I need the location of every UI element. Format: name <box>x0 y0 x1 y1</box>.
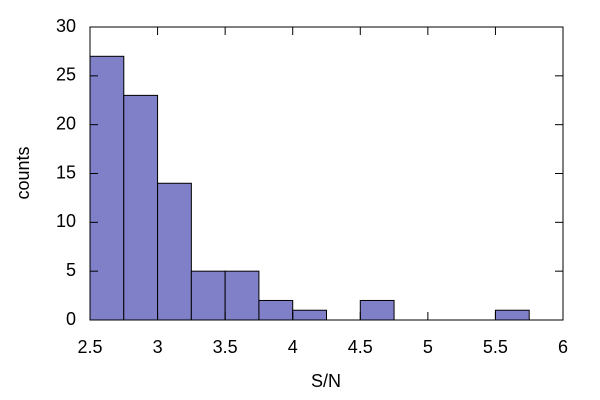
y-axis-label: counts <box>13 146 33 199</box>
bar <box>123 94 159 321</box>
bar <box>190 270 226 321</box>
x-tick-label: 4 <box>288 337 298 357</box>
bar <box>224 270 260 321</box>
x-tick-label: 3.5 <box>213 337 238 357</box>
bar <box>89 55 125 321</box>
y-tick-label: 15 <box>56 162 76 182</box>
x-tick-label: 4.5 <box>348 337 373 357</box>
bar <box>157 182 192 321</box>
y-tick-label: 0 <box>66 309 76 329</box>
x-tick-label: 3 <box>153 337 163 357</box>
x-tick-label: 6 <box>558 337 568 357</box>
bar <box>258 299 294 321</box>
x-tick-label: 5.5 <box>483 337 508 357</box>
bar <box>292 309 328 321</box>
y-tick-label: 20 <box>56 113 76 133</box>
y-tick-label: 30 <box>56 16 76 36</box>
y-tick-label: 25 <box>56 65 76 85</box>
x-tick-label: 5 <box>423 337 433 357</box>
x-axis-label: S/N <box>311 371 341 391</box>
x-tick-label: 2.5 <box>77 337 102 357</box>
bar <box>359 299 395 321</box>
y-tick-label: 5 <box>66 260 76 280</box>
y-tick-label: 10 <box>56 211 76 231</box>
bar <box>494 309 530 321</box>
